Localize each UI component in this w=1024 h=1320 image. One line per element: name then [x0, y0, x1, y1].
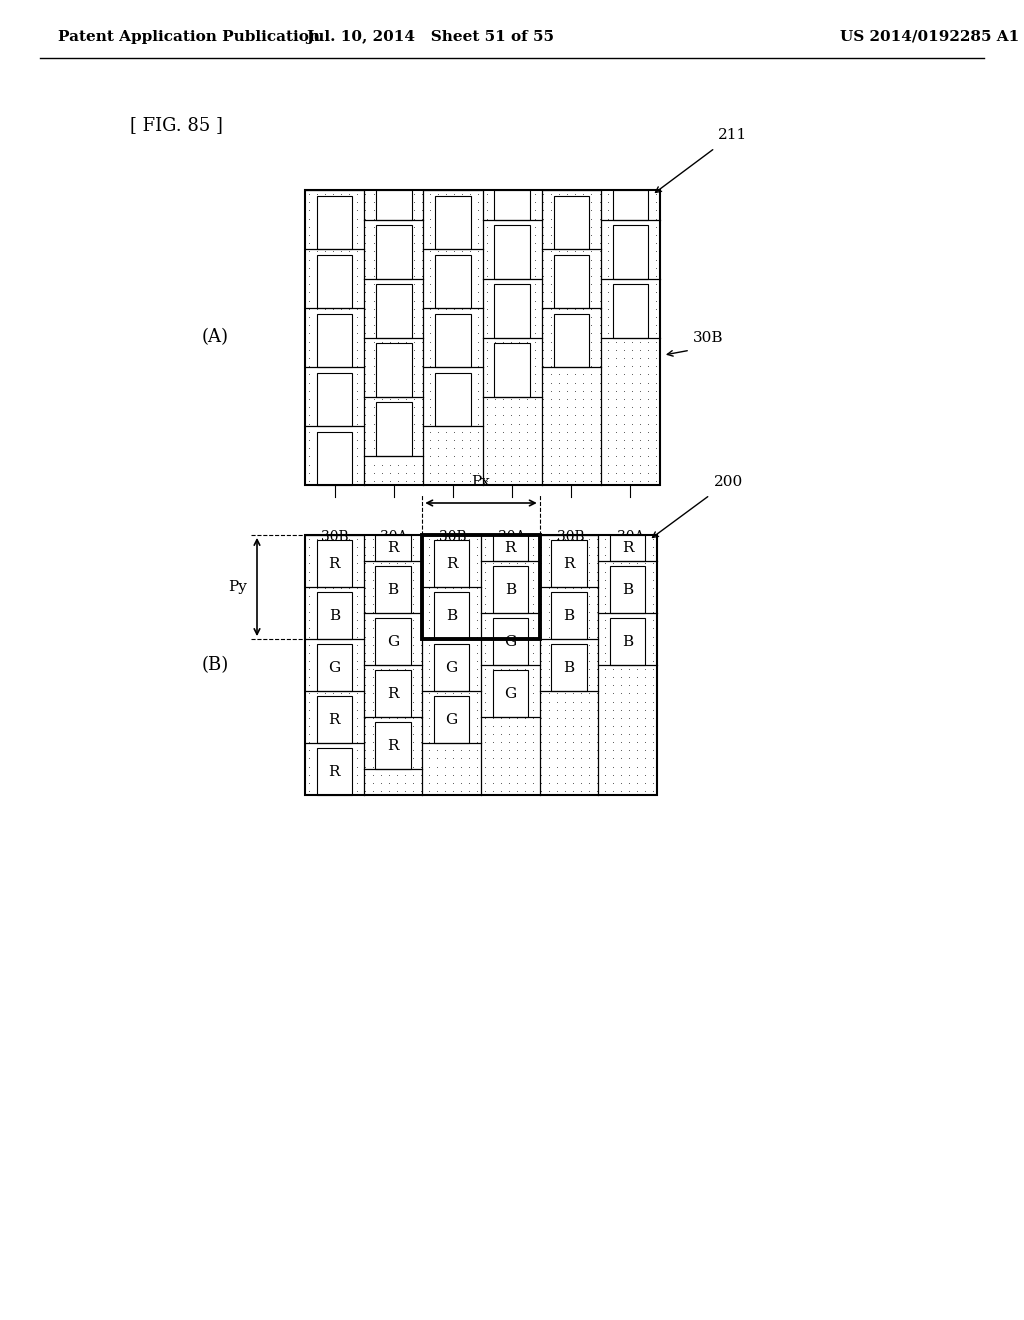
Bar	[435, 195, 471, 249]
Bar	[493, 618, 528, 665]
Bar	[376, 343, 412, 396]
Bar	[495, 226, 529, 279]
Text: R: R	[622, 541, 634, 554]
Text: Jul. 10, 2014   Sheet 51 of 55: Jul. 10, 2014 Sheet 51 of 55	[306, 30, 554, 44]
Text: R: R	[387, 541, 398, 554]
Text: R: R	[387, 739, 398, 752]
Text: 30A: 30A	[499, 531, 526, 544]
Text: R: R	[329, 713, 340, 726]
Text: 30A: 30A	[616, 531, 644, 544]
Bar	[316, 696, 352, 743]
Bar	[316, 432, 352, 484]
Bar	[435, 255, 471, 308]
Bar	[551, 540, 587, 587]
Bar	[316, 540, 352, 587]
Bar	[610, 535, 645, 561]
Bar	[610, 566, 645, 612]
Text: B: B	[563, 660, 574, 675]
Bar	[610, 618, 645, 665]
Bar	[435, 314, 471, 367]
Text: 30B: 30B	[321, 531, 348, 544]
Text: G: G	[445, 660, 458, 675]
Text: Py: Py	[228, 579, 247, 594]
Bar	[554, 195, 589, 249]
Bar	[316, 255, 352, 308]
Text: 211: 211	[718, 128, 748, 143]
Text: R: R	[563, 557, 574, 570]
Bar	[434, 644, 469, 690]
Bar	[612, 284, 648, 338]
Text: 30B: 30B	[557, 531, 585, 544]
Text: Patent Application Publication: Patent Application Publication	[58, 30, 319, 44]
Bar	[316, 314, 352, 367]
Bar	[316, 593, 352, 639]
Text: R: R	[387, 686, 398, 701]
Bar	[612, 226, 648, 279]
Bar	[316, 644, 352, 690]
Bar	[376, 722, 411, 770]
Text: R: R	[505, 541, 516, 554]
Bar	[493, 535, 528, 561]
Text: (B): (B)	[202, 656, 228, 675]
Text: US 2014/0192285 A1: US 2014/0192285 A1	[840, 30, 1019, 44]
Bar	[554, 314, 589, 367]
Text: B: B	[387, 582, 398, 597]
Bar	[493, 671, 528, 717]
Bar	[495, 284, 529, 338]
Text: 30B: 30B	[693, 331, 724, 346]
Bar	[376, 566, 411, 612]
Text: R: R	[445, 557, 458, 570]
Bar	[434, 593, 469, 639]
Bar	[376, 284, 412, 338]
Bar	[435, 372, 471, 426]
Bar	[316, 748, 352, 795]
Bar	[495, 190, 529, 219]
Text: R: R	[329, 764, 340, 779]
Text: 200: 200	[714, 475, 743, 488]
Bar	[554, 255, 589, 308]
Text: B: B	[563, 609, 574, 623]
Bar	[434, 696, 469, 743]
Text: G: G	[504, 635, 516, 648]
Bar	[422, 535, 540, 639]
Text: B: B	[329, 609, 340, 623]
Text: (A): (A)	[202, 329, 228, 346]
Text: G: G	[329, 660, 340, 675]
Text: B: B	[505, 582, 516, 597]
Bar	[376, 403, 412, 455]
Bar	[493, 566, 528, 612]
Bar	[612, 190, 648, 219]
Bar	[376, 618, 411, 665]
Text: R: R	[329, 557, 340, 570]
Text: Px: Px	[472, 475, 490, 488]
Bar	[376, 226, 412, 279]
Bar	[305, 190, 660, 484]
Text: 30A: 30A	[380, 531, 408, 544]
Bar	[434, 540, 469, 587]
Text: B: B	[623, 635, 633, 648]
Bar	[376, 671, 411, 717]
Text: G: G	[387, 635, 399, 648]
Text: B: B	[446, 609, 458, 623]
Text: B: B	[623, 582, 633, 597]
Bar	[376, 190, 412, 219]
Text: [ FIG. 85 ]: [ FIG. 85 ]	[130, 116, 223, 135]
Text: G: G	[504, 686, 516, 701]
Bar	[305, 535, 657, 795]
Bar	[495, 343, 529, 396]
Bar	[376, 535, 411, 561]
Bar	[316, 372, 352, 426]
Text: G: G	[445, 713, 458, 726]
Bar	[551, 593, 587, 639]
Text: 30B: 30B	[439, 531, 467, 544]
Bar	[316, 195, 352, 249]
Bar	[551, 644, 587, 690]
